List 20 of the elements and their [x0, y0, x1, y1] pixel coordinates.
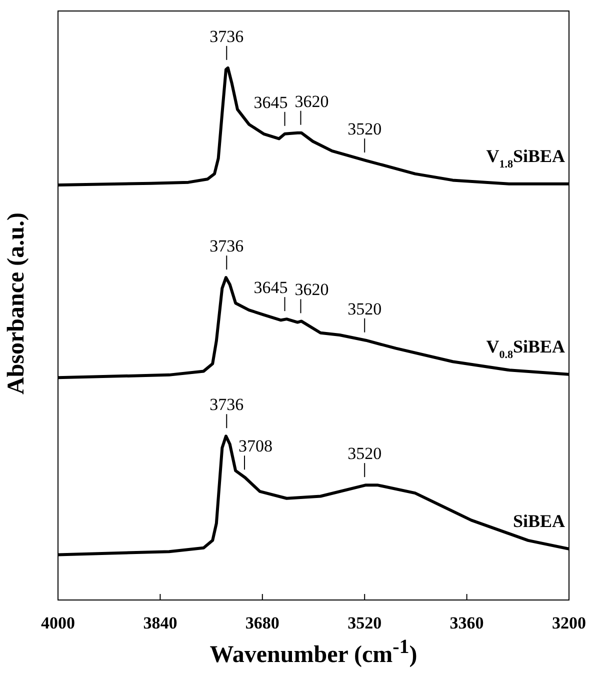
y-axis-title: Absorbance (a.u.) [4, 212, 30, 397]
annotation: 3736 [210, 26, 244, 46]
annotation: 3645 [254, 278, 288, 298]
annotation: 3708 [238, 436, 273, 456]
x-tick-label: 3520 [348, 614, 382, 633]
series-label: SiBEA [512, 510, 566, 531]
annotation: 3645 [254, 92, 288, 112]
x-tick-label: 3200 [552, 614, 586, 633]
x-tick-label: 4000 [41, 614, 75, 633]
annotation: 3620 [294, 280, 329, 300]
annotation: 3520 [348, 299, 382, 318]
x-tick-label: 3840 [143, 614, 178, 633]
annotation: 3736 [210, 236, 244, 256]
annotation: 3736 [210, 395, 244, 414]
x-axis-title: Wavenumber (cm$^{-1}$) [208, 636, 418, 669]
annotation: 3520 [348, 120, 382, 139]
x-tick-label: 3360 [450, 614, 484, 633]
x-tick-label: 3680 [245, 614, 280, 633]
annotation: 3620 [294, 92, 329, 111]
annotation: 3520 [348, 444, 382, 464]
